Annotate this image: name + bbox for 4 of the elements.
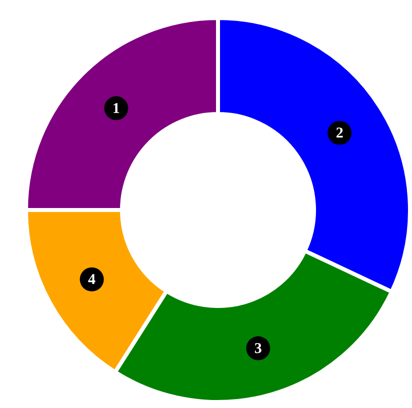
slice-label: 1 [112,101,120,118]
slice-label: 3 [254,341,262,358]
slice-label: 2 [336,126,344,142]
slice-label: 4 [88,272,96,288]
